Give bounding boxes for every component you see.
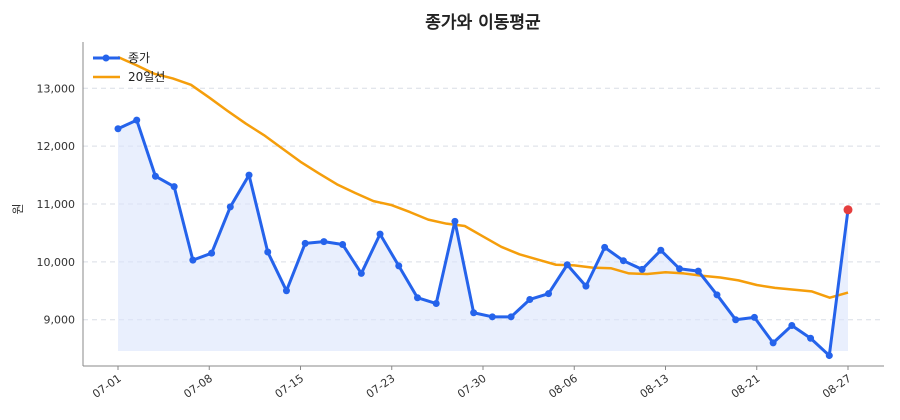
close-point [807,334,815,342]
axes-layer [82,42,884,370]
close-point [339,241,347,248]
legend: 종가 20일선 [93,51,165,84]
close-point [357,269,365,277]
x-tick-label: 08-21 [729,372,763,401]
x-tick-label: 07-01 [90,372,124,401]
close-point [226,203,234,211]
close-point [507,313,515,321]
x-tick-label: 07-15 [273,372,307,401]
y-axis-label: 원 [11,203,25,214]
close-point [133,116,141,124]
points-layer [114,116,853,360]
close-point [732,316,740,324]
close-point [470,309,478,317]
close-point [638,265,646,273]
y-tick-label: 10,000 [37,256,76,269]
close-last-point [843,205,853,215]
legend-close-swatch-marker [102,54,110,62]
close-point [151,172,159,180]
x-tick-label: 07-30 [455,372,489,401]
x-tick-label: 07-23 [364,372,398,401]
close-point [432,300,440,308]
close-point [376,230,384,238]
close-point [750,313,758,321]
close-point [189,256,197,264]
close-point [694,267,702,275]
close-point [170,183,178,191]
close-point [208,249,216,257]
close-point [320,238,328,246]
close-point [413,294,421,302]
close-point [825,352,833,360]
close-point [395,262,403,270]
y-tick-label: 13,000 [37,82,76,95]
close-point [264,248,272,256]
close-point [619,257,627,265]
x-tick-label: 07-08 [181,372,215,401]
close-point [582,282,590,290]
close-point [676,265,684,273]
area-fill-layer [118,120,848,356]
x-tick-label: 08-13 [638,372,672,401]
close-area-fill [118,120,848,356]
close-line [117,118,850,358]
close-point [114,125,122,133]
legend-ma20-label: 20일선 [128,70,165,84]
y-tick-label: 12,000 [37,140,76,153]
x-tick-label: 08-06 [546,372,580,401]
close-point [245,171,253,179]
y-tick-label: 11,000 [37,198,76,211]
close-point [657,246,665,254]
close-point [769,339,777,347]
close-point [545,290,553,298]
chart-title: 종가와 이동평균 [425,13,541,33]
series-layer [117,55,850,358]
x-tick-label: 08-27 [820,372,854,401]
close-point [451,217,459,225]
close-point [563,261,571,269]
close-point [601,243,609,251]
y-tick-label: 9,000 [44,314,76,327]
close-point [282,287,290,295]
legend-close-label: 종가 [128,51,150,65]
close-point [526,295,534,303]
close-point [301,239,309,247]
close-point [488,313,496,321]
close-point [788,322,796,329]
close-point [713,291,721,299]
ma20-line [117,55,849,299]
